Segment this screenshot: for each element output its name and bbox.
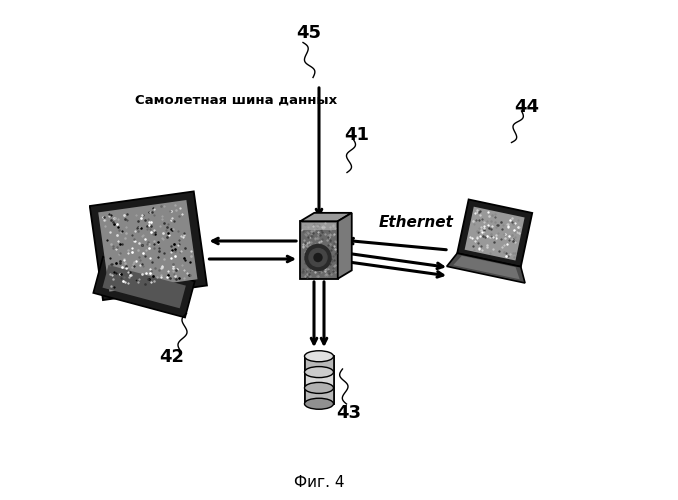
Polygon shape [300, 213, 352, 221]
Text: 44: 44 [514, 98, 539, 116]
Text: Фиг. 4: Фиг. 4 [294, 475, 344, 490]
Polygon shape [300, 221, 338, 279]
Polygon shape [94, 256, 195, 318]
Polygon shape [447, 253, 525, 283]
Ellipse shape [304, 398, 334, 409]
Ellipse shape [304, 382, 334, 394]
Polygon shape [304, 356, 334, 372]
Text: 42: 42 [159, 348, 184, 366]
Polygon shape [89, 192, 207, 300]
Polygon shape [98, 200, 197, 292]
Text: 45: 45 [296, 24, 321, 42]
Circle shape [309, 248, 327, 266]
Text: Ethernet: Ethernet [379, 215, 454, 230]
Polygon shape [338, 213, 352, 279]
Ellipse shape [304, 366, 334, 378]
Polygon shape [464, 206, 525, 260]
Polygon shape [102, 265, 186, 308]
Polygon shape [304, 388, 334, 404]
Polygon shape [453, 256, 519, 280]
Ellipse shape [304, 351, 334, 362]
Polygon shape [457, 200, 532, 267]
Circle shape [305, 244, 331, 270]
Text: Самолетная шина данных: Самолетная шина данных [136, 94, 338, 106]
Text: 41: 41 [344, 126, 369, 144]
Text: 43: 43 [336, 404, 361, 421]
Polygon shape [302, 223, 336, 230]
Polygon shape [304, 356, 334, 404]
Circle shape [314, 254, 322, 262]
Polygon shape [304, 372, 334, 388]
